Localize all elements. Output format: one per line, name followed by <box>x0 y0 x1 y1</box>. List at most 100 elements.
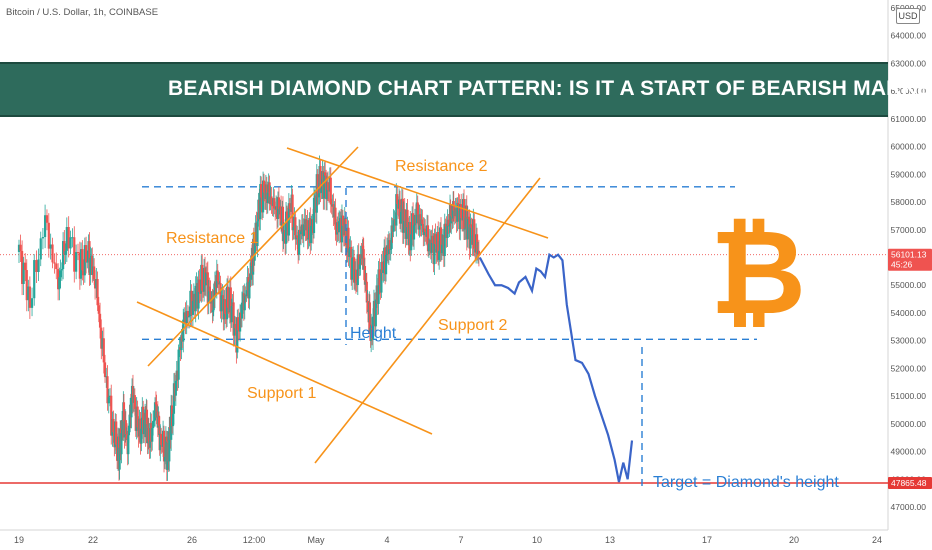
candle-body <box>71 237 74 239</box>
candle-body <box>97 305 100 314</box>
candle-body <box>49 244 52 249</box>
candle-body <box>320 188 323 193</box>
candle-body <box>224 299 227 314</box>
candle-body <box>326 182 330 190</box>
candle-body <box>194 285 197 312</box>
candle-body <box>475 234 479 254</box>
candle-body <box>412 225 416 240</box>
candle-body <box>103 362 107 378</box>
candle-body <box>279 206 283 226</box>
candle-body <box>323 172 326 199</box>
x-tick-label: 20 <box>789 535 799 545</box>
x-tick-label: 4 <box>384 535 389 545</box>
x-tick-label: 24 <box>872 535 882 545</box>
candle-body <box>421 219 424 225</box>
candle-body <box>406 209 409 228</box>
x-tick-label: 22 <box>88 535 98 545</box>
x-tick-label: 7 <box>458 535 463 545</box>
candle-body <box>101 338 104 349</box>
candle-body <box>366 301 370 310</box>
annotation-resistance-1: Resistance 1 <box>166 230 259 247</box>
candle-body <box>73 237 76 272</box>
x-tick-label: May <box>307 535 325 545</box>
candle-body <box>75 252 78 272</box>
candle-body <box>250 255 254 267</box>
candle-body <box>186 310 190 318</box>
candle-body <box>163 456 167 462</box>
candle-body <box>125 434 129 440</box>
candle-body <box>209 291 212 304</box>
candle-body <box>127 435 130 455</box>
candle-body <box>477 250 481 256</box>
candle-body <box>61 241 65 270</box>
candle-body <box>426 225 430 252</box>
y-tick-label: 55000.00 <box>891 280 927 290</box>
candle-body <box>334 207 337 230</box>
currency-button[interactable]: USD <box>896 8 920 24</box>
candle-body <box>348 248 351 257</box>
candle-body <box>28 286 31 308</box>
candle-body <box>35 260 38 272</box>
candle-body <box>250 255 253 280</box>
candle-body <box>312 197 316 234</box>
title-banner: BEARISH DIAMOND CHART PATTERN: IS IT A S… <box>0 62 932 117</box>
candle-body <box>319 166 322 193</box>
candle-body <box>168 427 172 429</box>
candle-body <box>76 252 80 254</box>
candle-body <box>368 302 372 328</box>
candle-body <box>232 302 235 336</box>
candle-body <box>177 349 180 380</box>
candle-body <box>467 216 470 220</box>
banner-title: BEARISH DIAMOND CHART PATTERN: IS IT A S… <box>168 77 932 100</box>
candle-body <box>469 224 472 249</box>
candle-body <box>423 228 426 236</box>
candle-body <box>81 249 84 271</box>
candle-body <box>155 404 158 418</box>
candle-body <box>288 203 291 209</box>
candle-body <box>43 215 47 238</box>
candle-body <box>340 215 344 243</box>
candle-body <box>416 202 419 215</box>
candle-body <box>359 254 362 265</box>
candle-body <box>189 290 192 317</box>
candle-body <box>299 231 303 235</box>
candle-body <box>128 423 131 426</box>
annotation-support-1: Support 1 <box>247 385 316 402</box>
candle-body <box>65 227 68 251</box>
candle-body <box>347 227 350 257</box>
y-tick-label: 49000.00 <box>891 447 927 457</box>
candle-body <box>19 244 22 251</box>
candle-body <box>456 202 459 222</box>
trendline-resistance-1 <box>147 146 359 367</box>
candle-body <box>377 269 380 304</box>
candle-body <box>460 204 463 218</box>
candle-body <box>211 310 215 313</box>
candle-body <box>245 290 248 297</box>
candle-body <box>234 324 237 329</box>
candle-body <box>151 428 154 442</box>
candle-body <box>160 433 163 445</box>
candle-body <box>281 206 285 242</box>
candle-body <box>253 243 256 261</box>
candle-body <box>266 192 269 204</box>
candle-body <box>236 317 239 353</box>
candle-body <box>449 204 452 224</box>
x-tick-label: 10 <box>532 535 542 545</box>
candle-body <box>110 395 113 436</box>
candle-body <box>296 235 299 238</box>
candle-body <box>356 254 359 286</box>
y-tick-label: 64000.00 <box>891 31 927 41</box>
candle-body <box>380 261 383 293</box>
y-tick-label: 52000.00 <box>891 363 927 373</box>
candle-body <box>168 427 171 462</box>
candle-body <box>324 172 327 176</box>
candle-body <box>363 266 367 285</box>
candle-body <box>197 279 200 309</box>
candle-body <box>361 245 364 259</box>
candle-body <box>284 211 288 244</box>
candle-body <box>100 327 103 349</box>
candle-body <box>152 420 155 429</box>
annotation-resistance-2: Resistance 2 <box>395 158 488 175</box>
candle-body <box>45 215 49 223</box>
y-tick-label: 63000.00 <box>891 58 927 68</box>
